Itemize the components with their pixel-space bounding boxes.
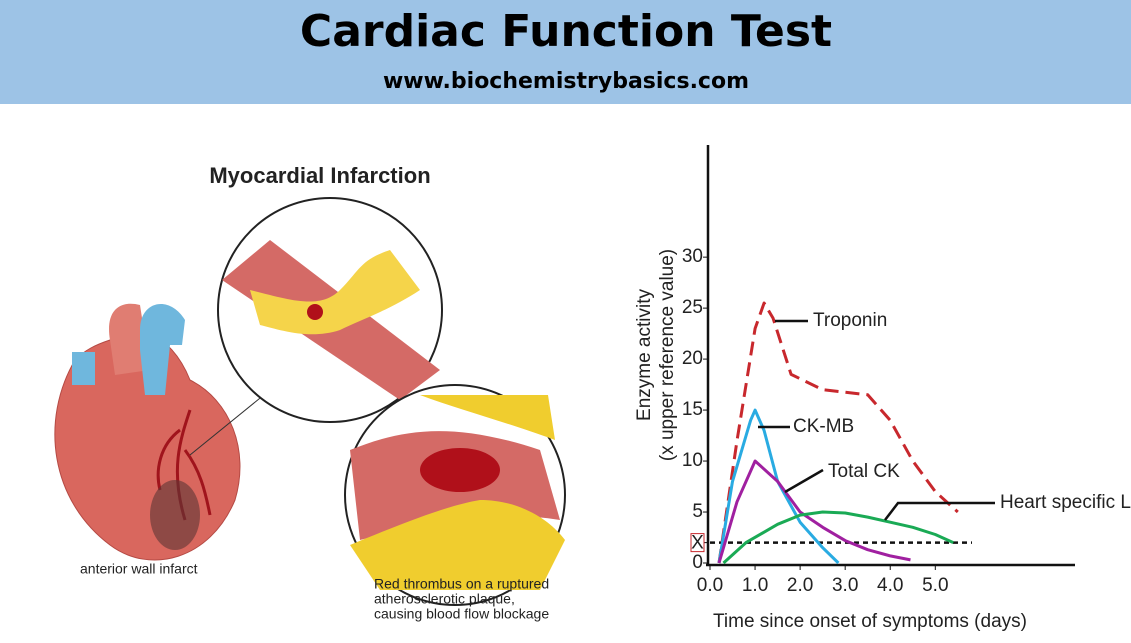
- y-tick-label: 25: [682, 297, 703, 318]
- heart-vessel: [72, 352, 95, 385]
- caption-line: causing blood flow blockage: [374, 606, 549, 622]
- x-tick-label: 5.0: [922, 575, 948, 596]
- heart-vessel: [109, 303, 150, 375]
- y-tick-label: 15: [682, 399, 703, 420]
- series-label: Troponin: [813, 310, 887, 331]
- series-line: [717, 301, 959, 564]
- page-title: Cardiac Function Test: [300, 6, 832, 57]
- chart: Time since onset of symptoms (days) Enzy…: [634, 145, 1131, 632]
- caption-line: Red thrombus on a ruptured: [374, 576, 549, 592]
- label-leader: [784, 468, 824, 494]
- series-line: [717, 408, 840, 565]
- y-tick-label: 10: [682, 450, 703, 471]
- y-tick-label: 30: [682, 246, 703, 267]
- plaque: [350, 500, 565, 590]
- y-tick-label: 0: [692, 552, 703, 573]
- y-tick-label: X: [691, 533, 704, 554]
- illustration-title: Myocardial Infarction: [209, 163, 430, 188]
- series-label: Heart specific LDH: [1000, 492, 1131, 513]
- plaque: [250, 250, 420, 335]
- heart-vessel: [140, 303, 185, 395]
- x-tick-label: 3.0: [832, 575, 858, 596]
- x-tick-label: 1.0: [742, 575, 768, 596]
- caption-line: atherosclerotic plaque,: [374, 591, 515, 607]
- x-axis-label: Time since onset of symptoms (days): [713, 611, 1027, 632]
- y-tick-label: 5: [692, 501, 703, 522]
- reference-marker: [690, 533, 705, 553]
- infarct-area: [150, 480, 200, 550]
- x-tick-label: 2.0: [787, 575, 813, 596]
- heart-label: anterior wall infarct: [80, 561, 198, 577]
- header-band: [0, 0, 1131, 104]
- y-tick-label: 20: [682, 348, 703, 369]
- x-tick-label: 4.0: [877, 575, 903, 596]
- series-line: [722, 510, 954, 565]
- pointer-line: [189, 389, 271, 456]
- illustration: Myocardial Infarction anterior wall infa…: [54, 163, 566, 622]
- plaque: [420, 395, 555, 440]
- y-axis-label: (x upper reference value): [657, 249, 678, 461]
- x-tick-label: 0.0: [697, 575, 723, 596]
- series-label: Total CK: [828, 461, 900, 482]
- thrombus: [420, 448, 500, 492]
- series-line: [717, 459, 911, 564]
- label-leader: [884, 501, 995, 521]
- page-subtitle: www.biochemistrybasics.com: [383, 69, 749, 94]
- thrombus: [307, 304, 323, 320]
- series-label: CK-MB: [793, 416, 854, 437]
- y-axis-label: Enzyme activity: [634, 289, 655, 421]
